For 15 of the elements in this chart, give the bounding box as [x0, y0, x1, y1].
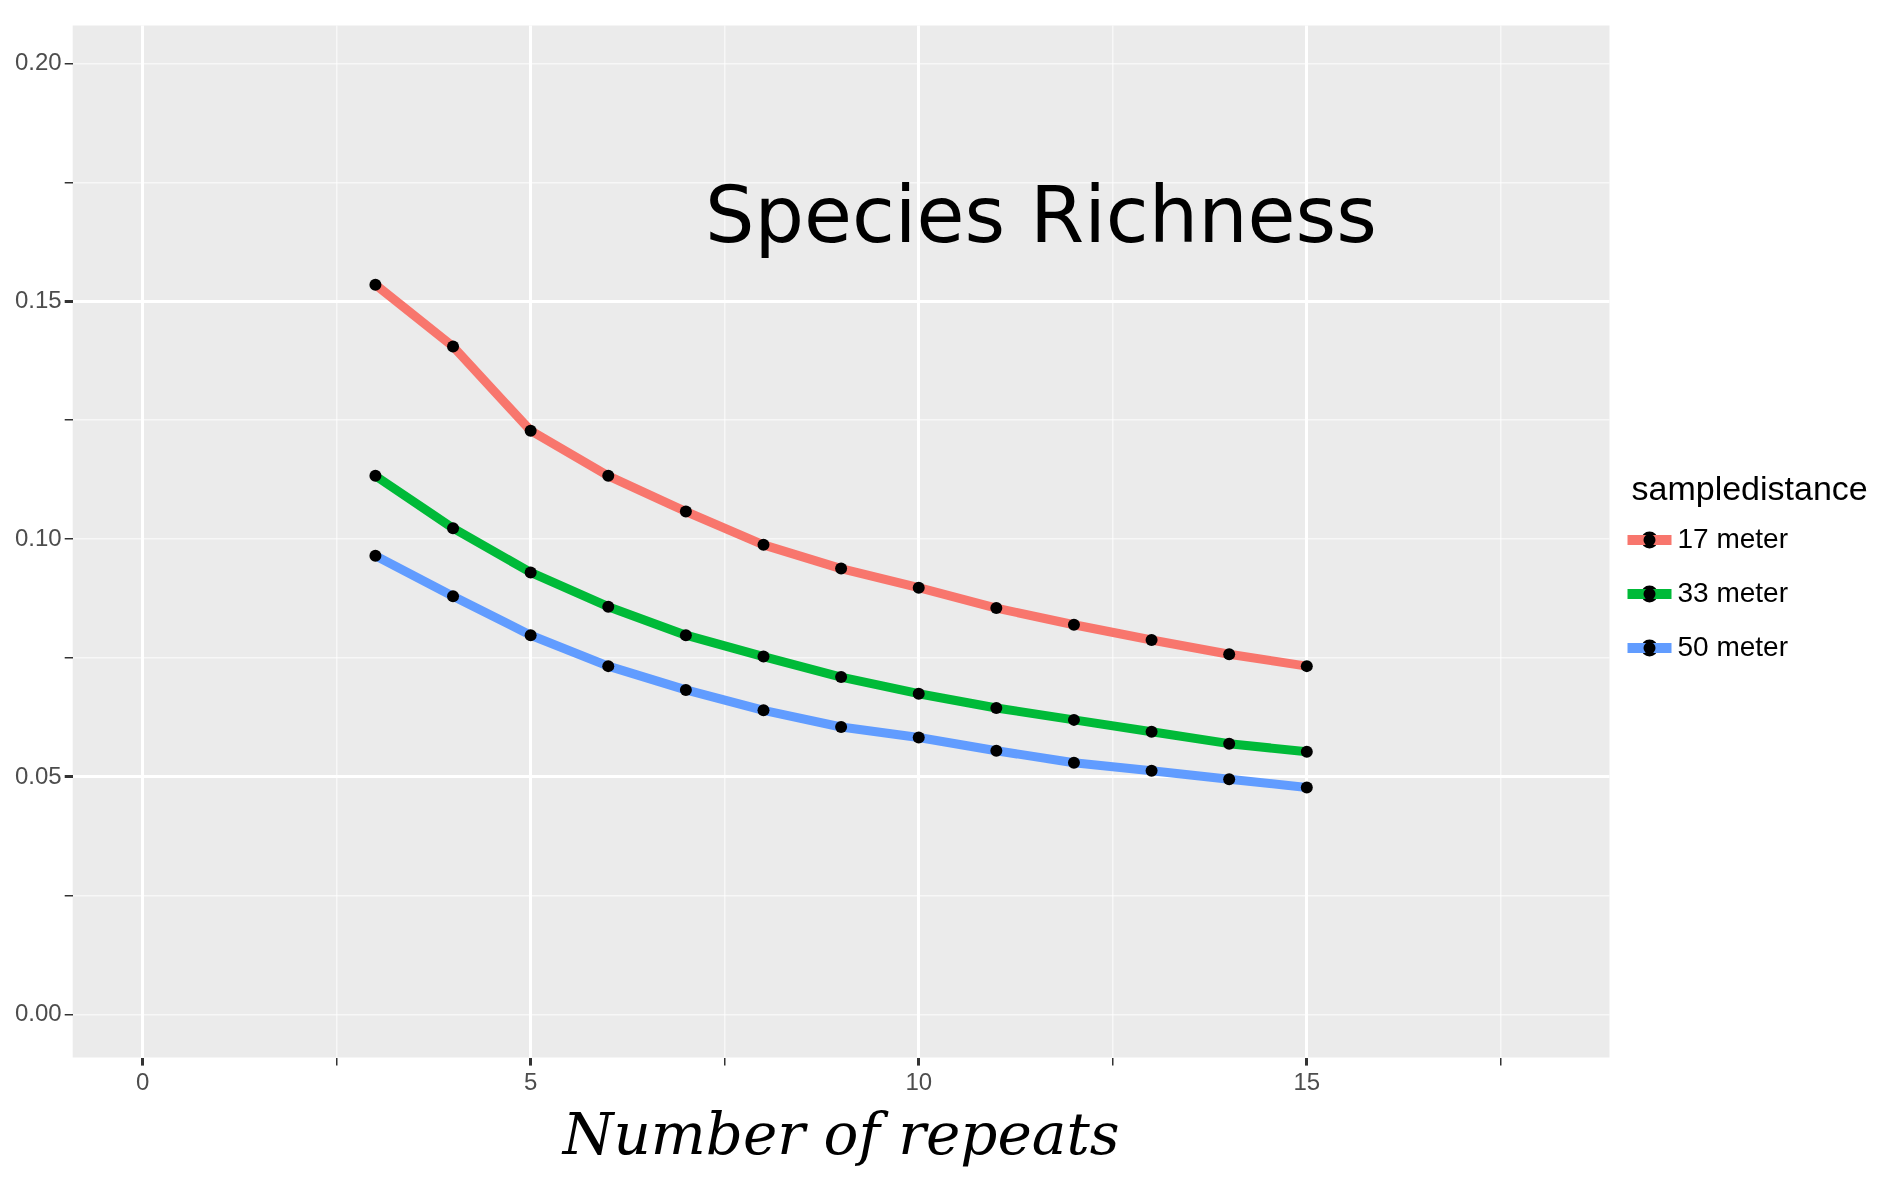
y-tick-label: 0.05 — [14, 761, 62, 789]
x-tick-label: 15 — [1293, 1067, 1321, 1095]
x-tick-label: 10 — [905, 1067, 933, 1095]
legend-label: 17 meter — [1677, 522, 1788, 554]
text: Species Richness — [704, 169, 1377, 260]
y-tick-label: 0.00 — [14, 999, 62, 1027]
legend-label: 50 meter — [1677, 630, 1788, 662]
x-tick-label: 0 — [135, 1067, 150, 1095]
legend-title: sampledistance — [1631, 469, 1868, 508]
x-axis-title: Number of repeats — [560, 1100, 1120, 1169]
y-tick-label: 0.10 — [14, 523, 62, 551]
x-tick-label: 5 — [523, 1067, 538, 1095]
legend-label: 33 meter — [1677, 576, 1788, 608]
y-tick-label: 0.15 — [14, 285, 62, 313]
y-tick-label: 0.20 — [14, 48, 62, 76]
